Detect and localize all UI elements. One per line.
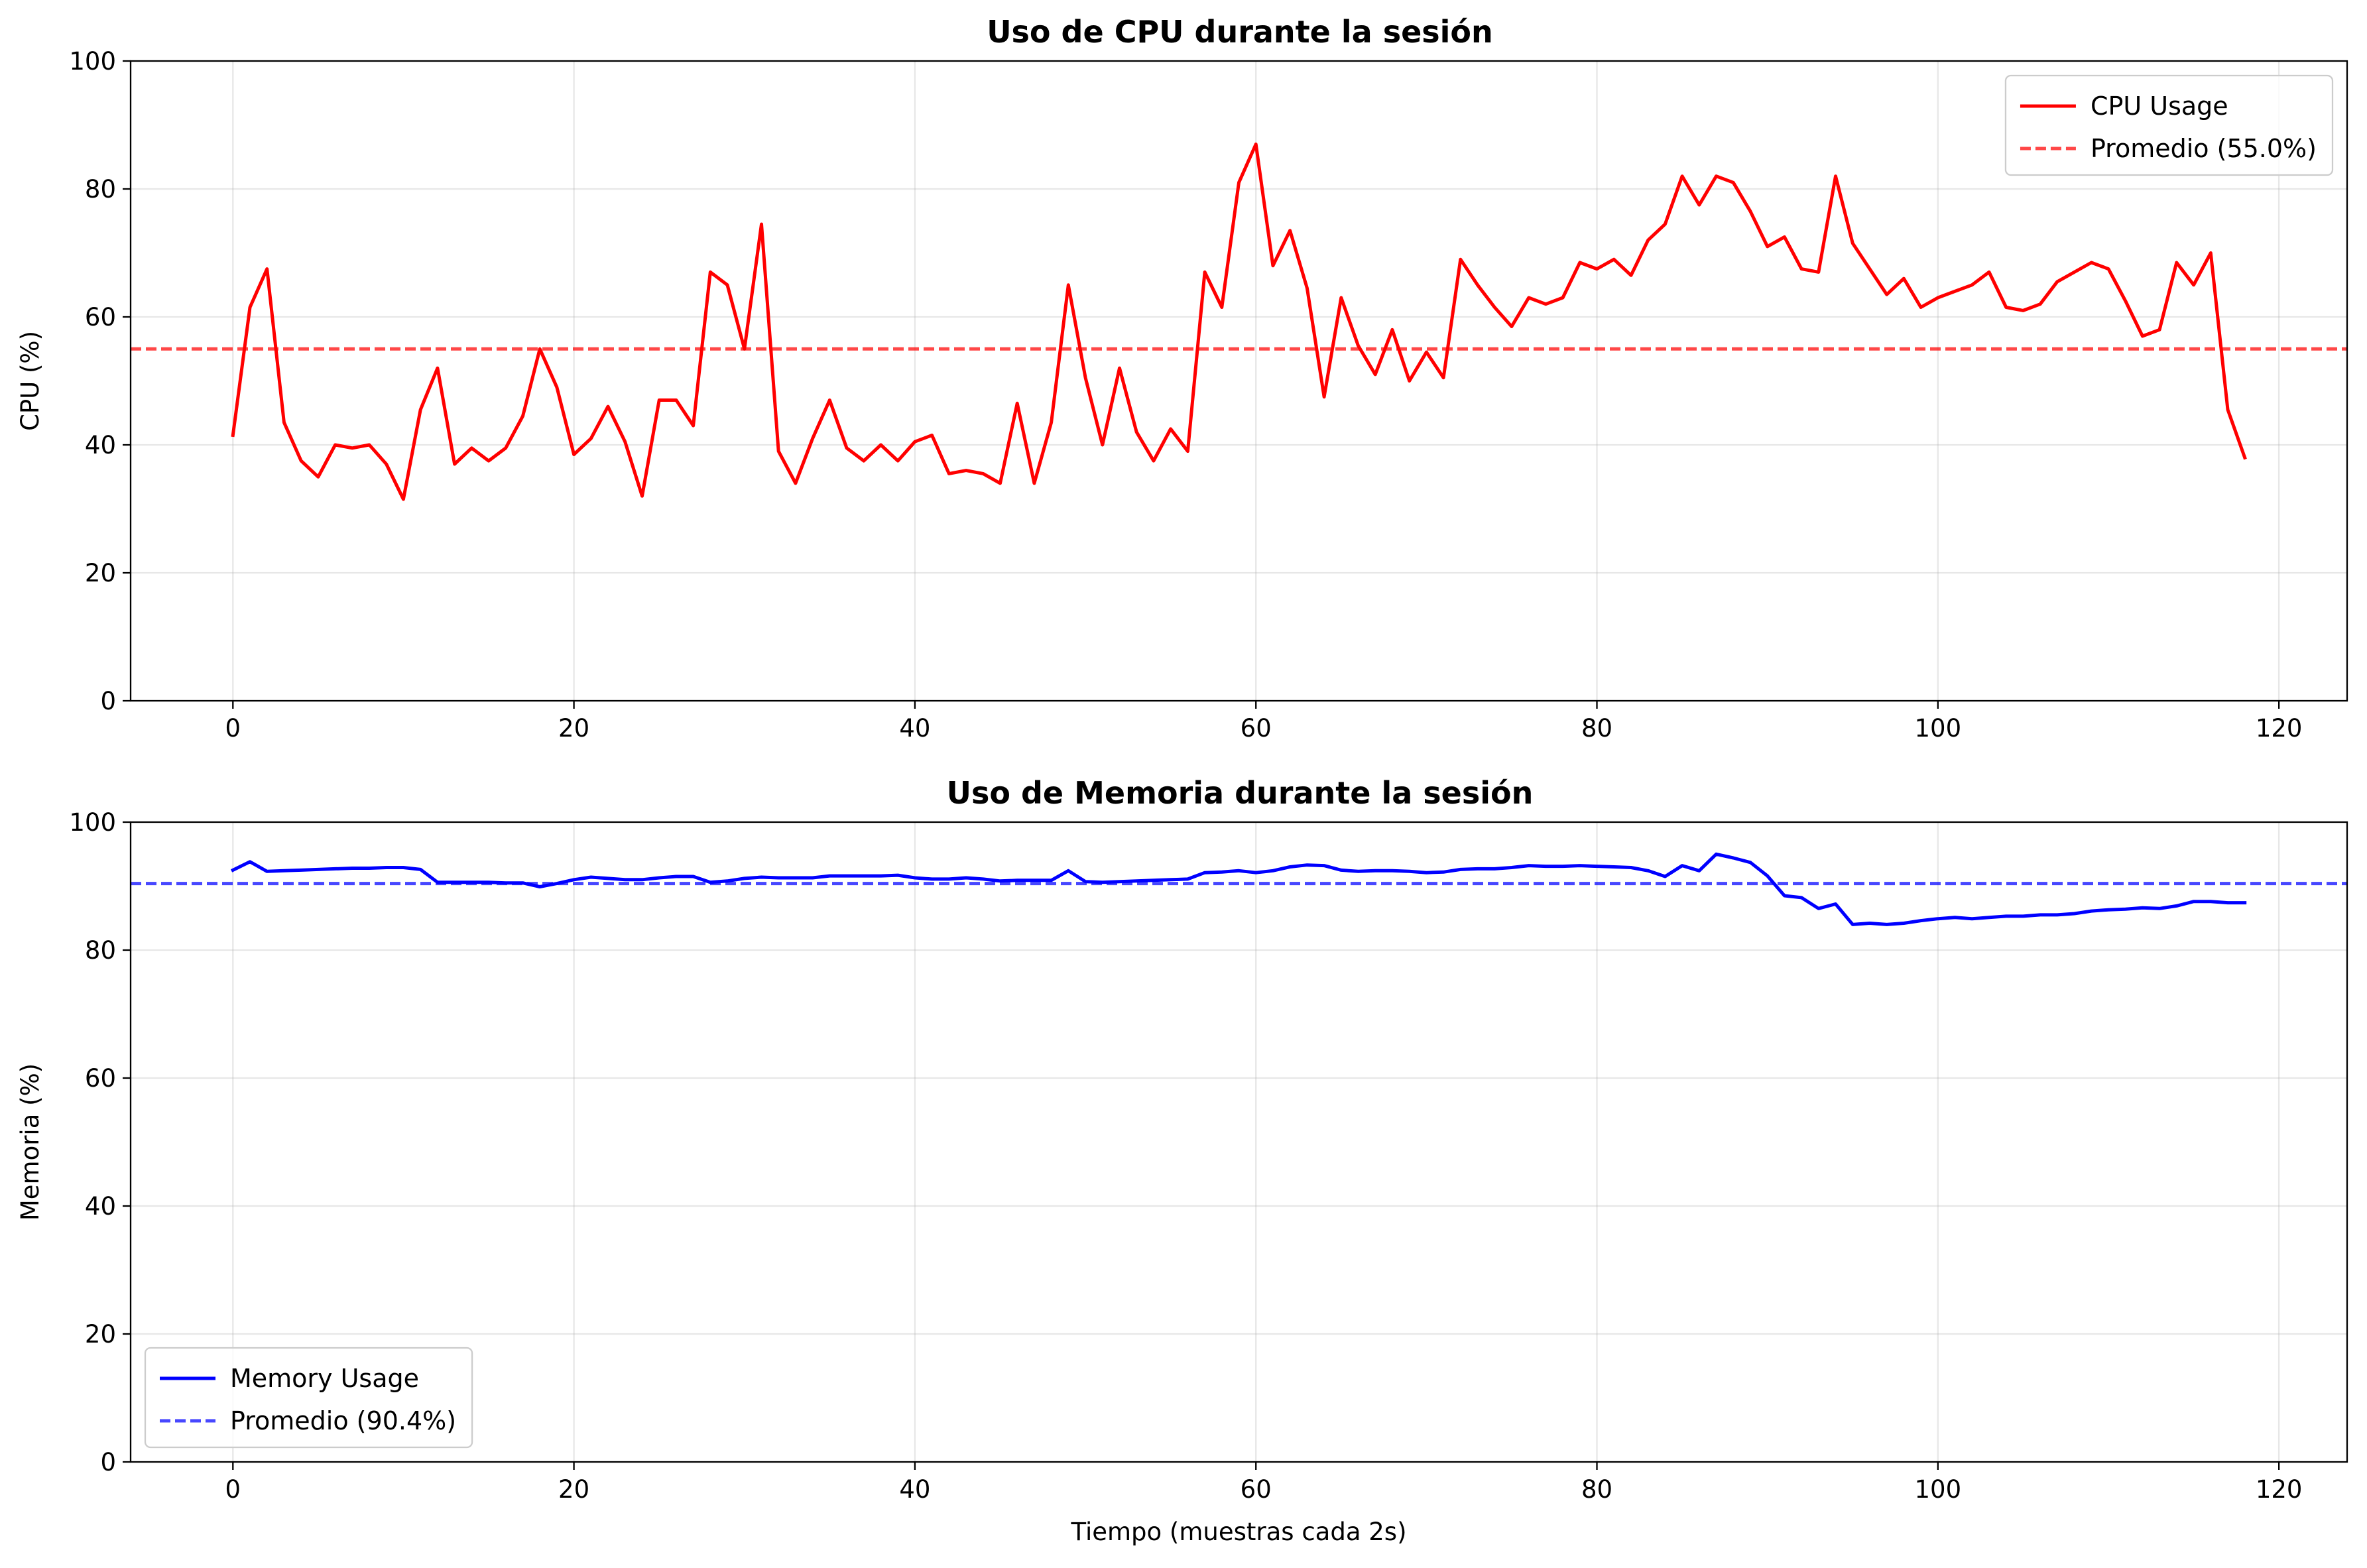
memory-series-line xyxy=(230,852,2247,926)
cpu-legend-box xyxy=(2004,74,2334,176)
cpu-legend: CPU Usage Promedio (55.0%) xyxy=(2004,74,2334,176)
cpu-x-tick-label: 120 xyxy=(2256,714,2303,743)
cpu-legend-label: CPU Usage xyxy=(2091,91,2228,121)
memory-legend-label: Promedio (90.4%) xyxy=(230,1406,456,1435)
cpu-chart-title: Uso de CPU durante la sesión xyxy=(987,14,1493,50)
cpu-x-tick-label: 60 xyxy=(1241,714,1272,743)
memory-x-tick-label: 0 xyxy=(225,1475,241,1504)
cpu-x-tick-label: 80 xyxy=(1581,714,1612,743)
memory-legend-label: Memory Usage xyxy=(230,1364,419,1393)
memory-y-tick-label: 100 xyxy=(69,808,116,837)
memory-y-tick-label: 0 xyxy=(100,1448,116,1477)
memory-chart-title: Uso de Memoria durante la sesión xyxy=(947,775,1534,811)
memory-legend-box xyxy=(144,1347,473,1449)
cpu-x-tick-label: 0 xyxy=(225,714,241,743)
cpu-y-tick-label: 0 xyxy=(100,687,116,715)
cpu-y-tick-label: 60 xyxy=(85,303,116,332)
memory-x-tick-label: 60 xyxy=(1241,1475,1272,1504)
cpu-x-tick-label: 40 xyxy=(899,714,930,743)
memory-legend: Memory Usage Promedio (90.4%) xyxy=(144,1347,473,1449)
memory-y-tick-label: 20 xyxy=(85,1320,116,1349)
memory-x-tick-label: 120 xyxy=(2256,1475,2303,1504)
cpu-chart-panel: Uso de CPU durante la sesión 0 20 40 60 80 10… xyxy=(16,14,2348,743)
cpu-y-tick-label: 20 xyxy=(85,559,116,587)
cpu-y-axis-label: CPU (%) xyxy=(16,331,44,431)
memory-chart-panel: Uso de Memoria durante la sesión 0 20 40 60… xyxy=(16,775,2348,1546)
memory-y-tick-label: 40 xyxy=(85,1192,116,1221)
memory-x-tick-label: 20 xyxy=(558,1475,589,1504)
cpu-series-line xyxy=(231,143,2247,501)
memory-x-tick-label: 100 xyxy=(1915,1475,1962,1504)
cpu-y-tick-label: 100 xyxy=(69,47,116,76)
cpu-x-tick-label: 100 xyxy=(1915,714,1962,743)
memory-y-axis-label: Memoria (%) xyxy=(16,1063,44,1221)
cpu-x-tick-label: 20 xyxy=(558,714,589,743)
memory-x-tick-label: 80 xyxy=(1581,1475,1612,1504)
memory-x-tick-label: 40 xyxy=(899,1475,930,1504)
memory-y-tick-label: 60 xyxy=(85,1064,116,1093)
cpu-y-tick-label: 40 xyxy=(85,431,116,459)
cpu-y-tick-label: 80 xyxy=(85,175,116,204)
memory-plot-frame xyxy=(129,821,2348,1463)
memory-x-axis-label: Tiempo (muestras cada 2s) xyxy=(1070,1518,1406,1546)
cpu-plot-frame xyxy=(129,60,2348,702)
memory-y-tick-label: 80 xyxy=(85,936,116,965)
cpu-legend-label: Promedio (55.0%) xyxy=(2091,134,2317,163)
